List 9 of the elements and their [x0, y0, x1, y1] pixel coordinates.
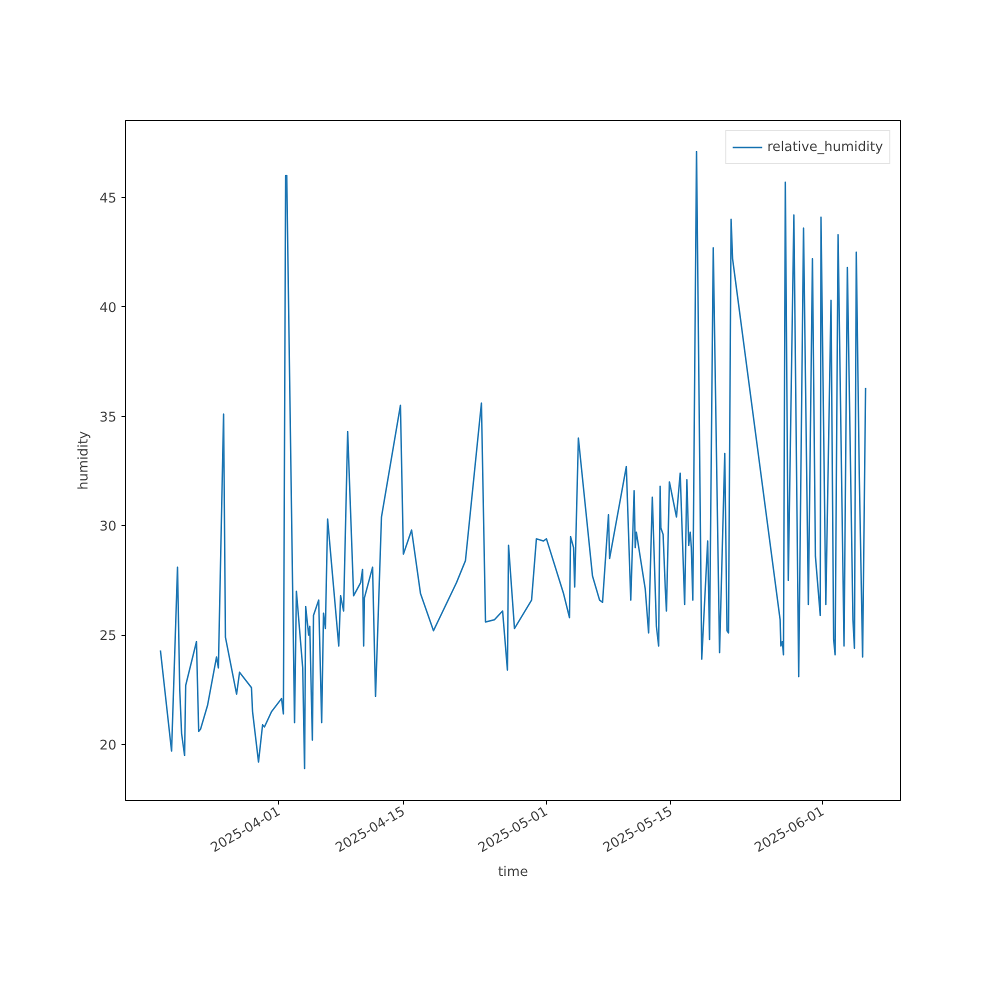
legend-label: relative_humidity: [767, 140, 883, 154]
x-axis-title: time: [498, 864, 528, 880]
y-tick-label: 20: [100, 738, 117, 754]
y-tick-label: 30: [100, 520, 117, 535]
y-axis-title: humidity: [76, 430, 92, 490]
y-tick-label: 40: [100, 300, 117, 316]
y-tick-label: 35: [100, 410, 117, 426]
y-tick-label: 25: [100, 629, 117, 644]
y-tick-label: 45: [100, 192, 117, 207]
